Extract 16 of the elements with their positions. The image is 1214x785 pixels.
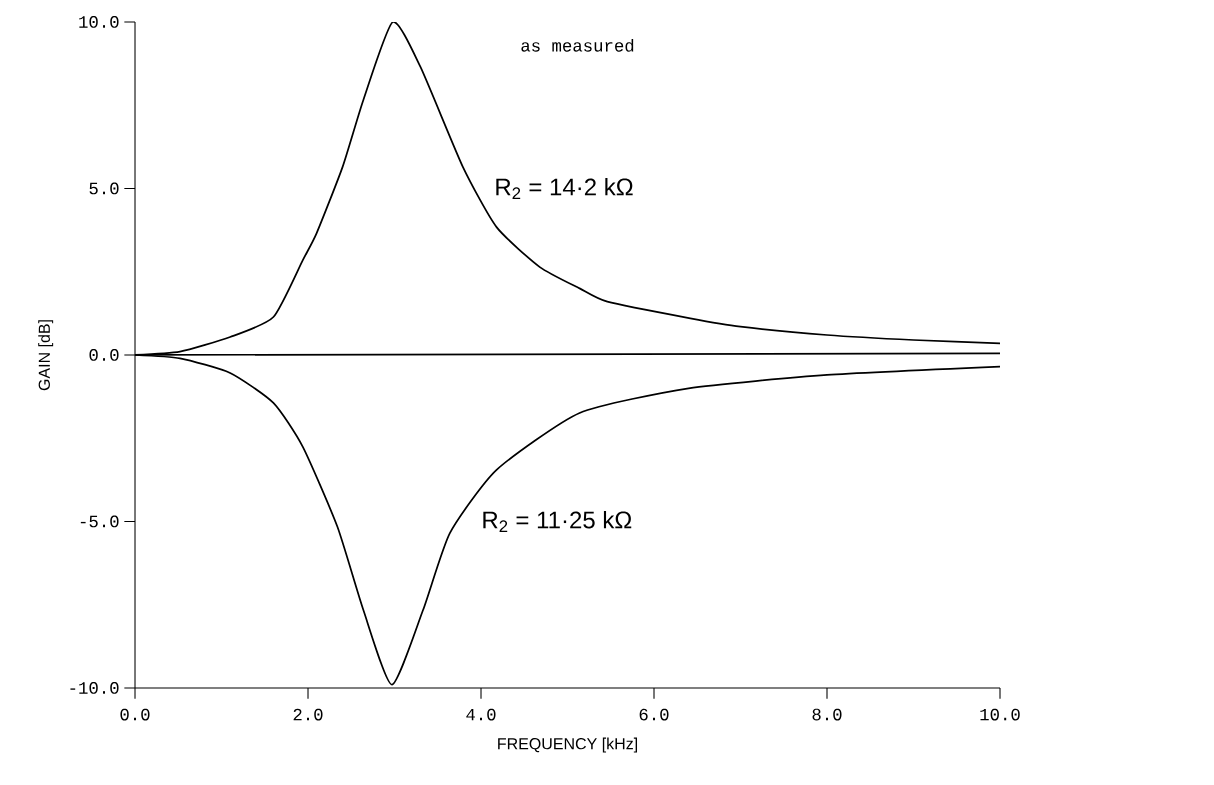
y-tick-label: 10.0 (79, 16, 119, 28)
series-label: R$_{2}$ = 14·2 kΩ (496, 177, 633, 200)
x-tick-label: 8.0 (812, 708, 842, 721)
y-tick-label: 0.0 (89, 349, 119, 361)
y-tick-label: -10.0 (70, 682, 119, 694)
x-axis-title: FREQUENCY [kHz] (498, 737, 638, 753)
annotation: as measured (521, 38, 634, 52)
x-tick-label: 2.0 (293, 708, 323, 721)
y-axis-title: GAIN [dB] (38, 320, 54, 391)
y-tick-label: -5.0 (80, 515, 119, 528)
x-tick-label: 0.0 (120, 708, 150, 721)
x-tick-label: 4.0 (466, 708, 496, 721)
y-tick-label: 5.0 (89, 182, 119, 195)
series-label: R$_{2}$ = 11·25 kΩ (483, 510, 632, 533)
x-tick-label: 10.0 (980, 708, 1020, 721)
x-tick-label: 6.0 (639, 708, 669, 721)
